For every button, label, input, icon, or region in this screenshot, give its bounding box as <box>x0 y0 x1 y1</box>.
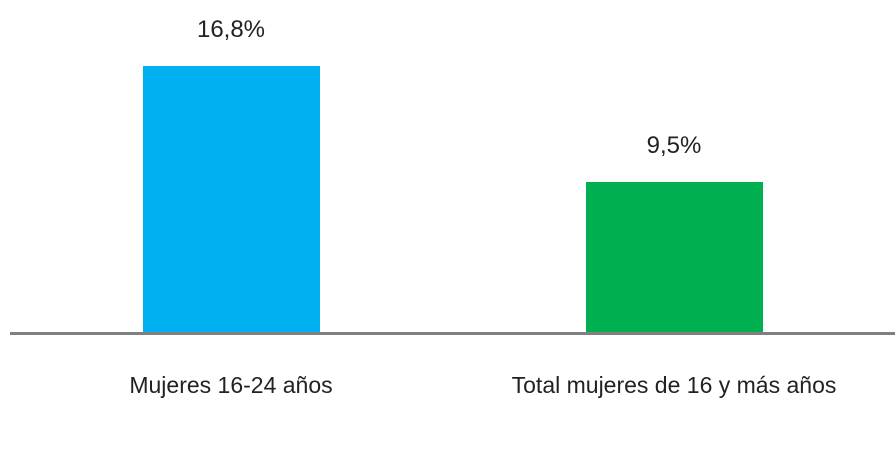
x-tick-label: Total mujeres de 16 y más años <box>511 372 837 398</box>
bar <box>585 181 763 332</box>
x-tick-label: Mujeres 16-24 años <box>129 372 333 398</box>
value-label: 16,8% <box>196 16 266 43</box>
value-label: 9,5% <box>646 131 702 159</box>
bar <box>142 66 320 332</box>
baseline <box>10 332 895 335</box>
